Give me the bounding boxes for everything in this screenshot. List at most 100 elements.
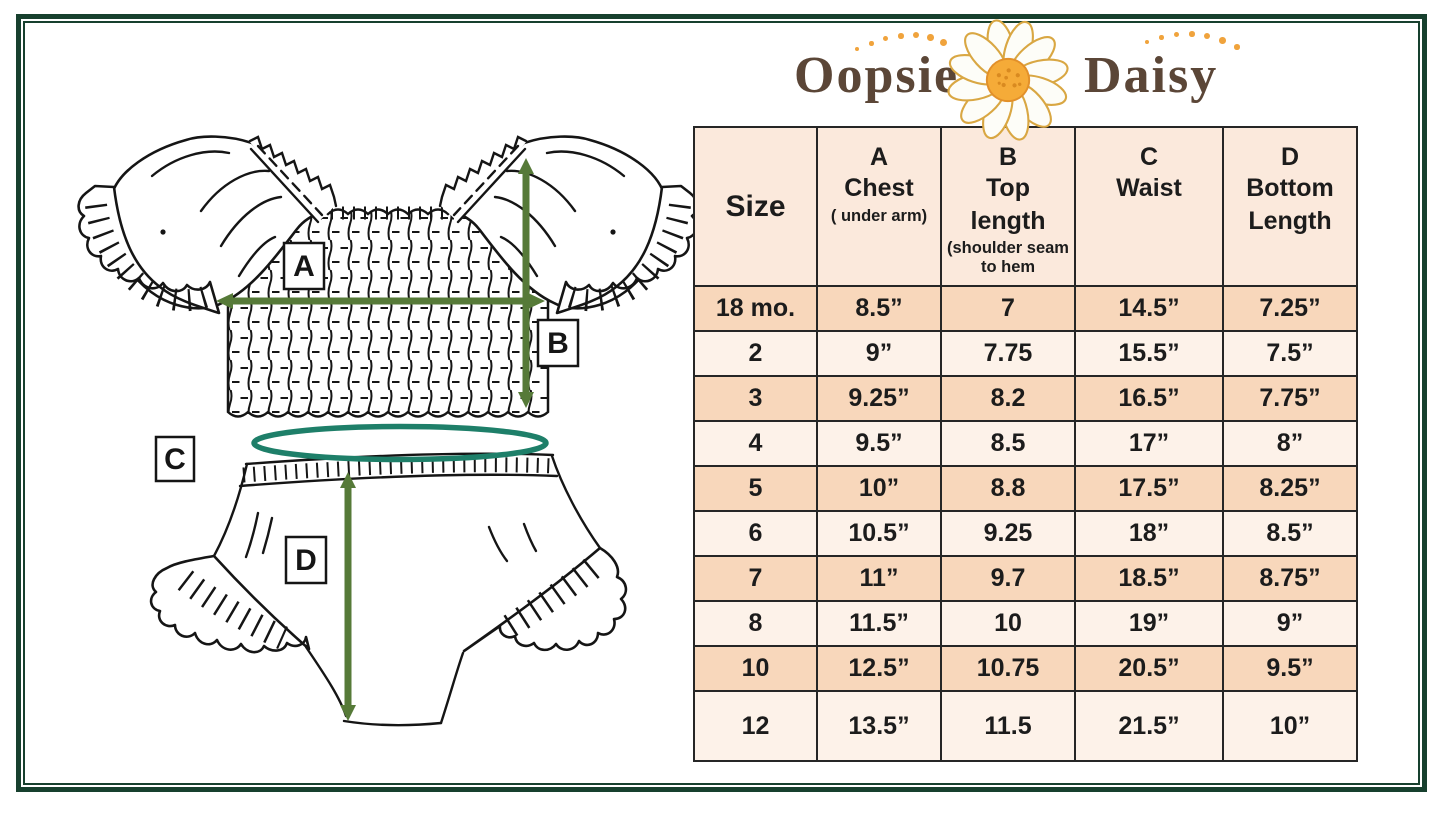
sparkle-dot: [1204, 33, 1210, 39]
measurement-cell: 17.5”: [1074, 465, 1224, 512]
sparkle-dot: [883, 36, 888, 41]
measurement-cell: 7.75: [940, 330, 1076, 377]
measurement-cell: 11”: [816, 555, 942, 602]
size-cell: 12: [693, 690, 818, 762]
measurement-cell: 8.5”: [1222, 510, 1358, 557]
measurement-cell: 15.5”: [1074, 330, 1224, 377]
sparkle-dot: [898, 33, 904, 39]
measurement-cell: 19”: [1074, 600, 1224, 647]
measurement-cell: 8.5: [940, 420, 1076, 467]
measure-arrow-b: [518, 158, 534, 408]
measurement-cell: 8”: [1222, 420, 1358, 467]
diagram-label-b: B: [536, 318, 580, 368]
table-header-row: Size A Chest( under arm) B Top length (should…: [693, 126, 1358, 287]
measurement-cell: 12.5”: [816, 645, 942, 692]
sparkle-dot: [1174, 32, 1179, 37]
sparkle-dot: [1189, 31, 1195, 37]
sparkle-dot: [855, 47, 859, 51]
smocked-top-drawing: [77, 131, 699, 418]
bloomers-drawing: [149, 423, 628, 727]
sparkle-dot: [1145, 40, 1149, 44]
table-row-size-3: 3 9.25” 8.2 16.5” 7.75”: [693, 375, 1358, 422]
measurement-cell: 9.25”: [816, 375, 942, 422]
garment-measurement-diagram: A B C D: [77, 131, 699, 727]
right-neck-band: [440, 131, 527, 223]
svg-text:B: B: [547, 327, 569, 360]
decorative-frame-inner: [23, 21, 1420, 785]
measurement-cell: 10.75: [940, 645, 1076, 692]
brand-word-oopsie: Oopsie: [794, 47, 960, 104]
sparkle-dot: [1219, 37, 1226, 44]
size-chart-table: Size A Chest( under arm) B Top length (should…: [693, 126, 1358, 762]
size-cell: 7: [693, 555, 818, 602]
measurement-cell: 9.5”: [1222, 645, 1358, 692]
table-row-size-5: 5 10” 8.8 17.5” 8.25”: [693, 465, 1358, 512]
measurement-cell: 8.8: [940, 465, 1076, 512]
diagram-label-a: A: [282, 241, 326, 291]
measurement-cell: 11.5”: [816, 600, 942, 647]
size-cell: 8: [693, 600, 818, 647]
measurement-cell: 8.2: [940, 375, 1076, 422]
left-puff-sleeve: [108, 135, 323, 310]
measurement-cell: 7.25”: [1222, 285, 1358, 332]
svg-text:A: A: [293, 250, 315, 283]
left-neck-band: [249, 131, 336, 223]
size-cell: 4: [693, 420, 818, 467]
measurement-cell: 7.75”: [1222, 375, 1358, 422]
table-row-size-10: 10 12.5” 10.75 20.5” 9.5”: [693, 645, 1358, 692]
measurement-cell: 20.5”: [1074, 645, 1224, 692]
measurement-cell: 10: [940, 600, 1076, 647]
measurement-cell: 9”: [1222, 600, 1358, 647]
measurement-cell: 7: [940, 285, 1076, 332]
table-row-size-8: 8 11.5” 10 19” 9”: [693, 600, 1358, 647]
size-cell: 5: [693, 465, 818, 512]
measurement-cell: 8.25”: [1222, 465, 1358, 512]
right-puff-sleeve: [453, 135, 668, 310]
measurement-cell: 9.5”: [816, 420, 942, 467]
measurement-cell: 10”: [816, 465, 942, 512]
diagram-label-c: C: [154, 435, 196, 483]
svg-text:D: D: [295, 544, 317, 577]
left-sleeve-ruffle: [77, 184, 221, 315]
sparkle-dot: [1159, 35, 1164, 40]
brand-word-daisy: Daisy: [1084, 47, 1219, 104]
size-cell: 10: [693, 645, 818, 692]
measurement-cell: 8.5”: [816, 285, 942, 332]
daisy-flower-icon: [947, 19, 1069, 141]
table-row-size-6: 6 10.5” 9.25 18” 8.5”: [693, 510, 1358, 557]
column-header-d: D Bottom Length: [1222, 126, 1358, 287]
measurement-cell: 17”: [1074, 420, 1224, 467]
measurement-cell: 9.25: [940, 510, 1076, 557]
measurement-cell: 10.5”: [816, 510, 942, 557]
measurement-cell: 18”: [1074, 510, 1224, 557]
size-cell: 6: [693, 510, 818, 557]
sparkle-dot: [927, 34, 934, 41]
measurement-cell: 10”: [1222, 690, 1358, 762]
measure-arrow-d: [340, 472, 356, 721]
column-header-c: C Waist: [1074, 126, 1224, 287]
column-header-size: Size: [693, 126, 818, 287]
measurement-cell: 9”: [816, 330, 942, 377]
table-row-size-7: 7 11” 9.7 18.5” 8.75”: [693, 555, 1358, 602]
size-cell: 3: [693, 375, 818, 422]
table-row-size-18mo: 18 mo. 8.5” 7 14.5” 7.25”: [693, 285, 1358, 332]
decorative-frame: [16, 14, 1427, 792]
measurement-cell: 18.5”: [1074, 555, 1224, 602]
sparkle-dot: [869, 41, 874, 46]
measurement-cell: 16.5”: [1074, 375, 1224, 422]
measurement-cell: 7.5”: [1222, 330, 1358, 377]
sparkle-dot: [1234, 44, 1240, 50]
measure-arrow-a: [216, 293, 545, 309]
left-leg-ruffle: [149, 554, 311, 654]
measurement-cell: 13.5”: [816, 690, 942, 762]
brand-logo: Oopsie Daisy: [788, 18, 1248, 141]
diagram-label-d: D: [284, 535, 328, 585]
measurement-cell: 9.7: [940, 555, 1076, 602]
sparkle-dot: [940, 39, 947, 46]
size-cell: 2: [693, 330, 818, 377]
measurement-cell: 14.5”: [1074, 285, 1224, 332]
waist-measure-ellipse: [251, 423, 549, 463]
table-row-size-4: 4 9.5” 8.5 17” 8”: [693, 420, 1358, 467]
column-header-a: A Chest( under arm): [816, 126, 942, 287]
